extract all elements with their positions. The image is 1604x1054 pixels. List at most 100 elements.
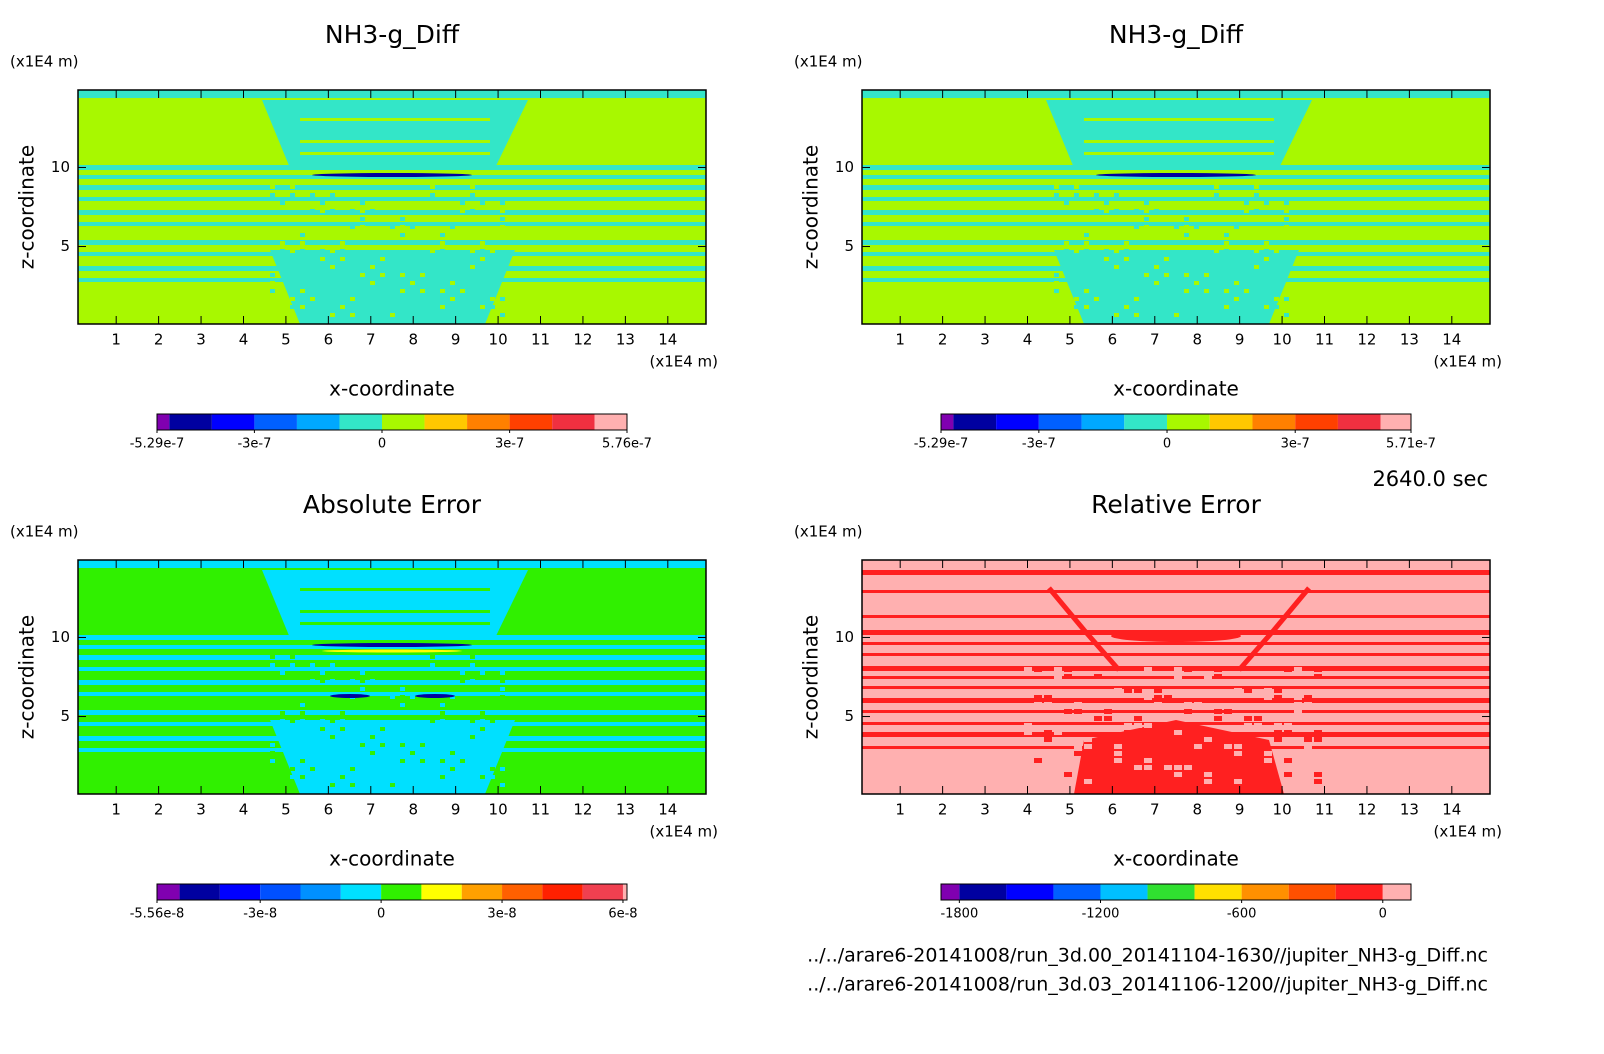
field-cell xyxy=(280,719,285,723)
field-cell xyxy=(400,273,405,277)
plot-frame xyxy=(861,559,1491,795)
field-band xyxy=(1084,152,1274,155)
field-cell xyxy=(1244,723,1252,728)
colorbar-segment xyxy=(941,414,954,430)
field-cell xyxy=(490,297,495,301)
field-cell xyxy=(430,703,435,707)
field-cell xyxy=(330,663,335,667)
field-cell xyxy=(1294,695,1302,700)
field-cell xyxy=(1114,265,1119,269)
colorbar-segment xyxy=(296,414,340,430)
field-cell xyxy=(1134,730,1142,735)
field-cell xyxy=(330,257,335,261)
x-axis-label: x-coordinate xyxy=(1113,847,1239,871)
field-cell xyxy=(1294,765,1302,770)
field-cell xyxy=(1174,313,1179,317)
field-cell xyxy=(290,297,295,301)
x-tick-label: 5 xyxy=(281,331,291,349)
field-cell xyxy=(1274,723,1282,728)
field-cell xyxy=(1244,201,1249,205)
field-cell xyxy=(1164,765,1172,770)
field-cell xyxy=(460,209,465,213)
field-cell xyxy=(450,297,455,301)
field-cell xyxy=(480,783,485,787)
field-cell xyxy=(1284,660,1292,665)
field-cell xyxy=(430,241,435,245)
field-band xyxy=(862,686,1490,689)
field-cell xyxy=(1154,257,1159,261)
field-cell xyxy=(1244,716,1252,721)
x-axis-label: x-coordinate xyxy=(1113,377,1239,401)
field-cell xyxy=(1054,674,1062,679)
field-cell xyxy=(1244,281,1249,285)
field-cell xyxy=(1214,667,1222,672)
field-cell xyxy=(1294,758,1302,763)
field-cell xyxy=(360,225,365,229)
field-cell xyxy=(1064,674,1072,679)
field-cell xyxy=(1284,765,1292,770)
field-cell xyxy=(420,655,425,659)
field xyxy=(862,560,1490,794)
field-cell xyxy=(1204,674,1212,679)
field-cell xyxy=(430,193,435,197)
x-tick-label: 14 xyxy=(658,331,677,349)
field-cell xyxy=(1044,695,1052,700)
field-cell xyxy=(1144,723,1152,728)
field-cell xyxy=(280,241,285,245)
field-cell xyxy=(1094,681,1102,686)
field-cell xyxy=(1144,225,1149,229)
field-cell xyxy=(1114,209,1119,213)
chart-title: Absolute Error xyxy=(303,490,482,519)
field-cell xyxy=(1214,241,1219,245)
field-cell xyxy=(1254,716,1262,721)
y-unit: (x1E4 m) xyxy=(794,53,863,71)
field-cell xyxy=(300,249,305,253)
field-cell xyxy=(1204,273,1209,277)
x-tick-label: 4 xyxy=(1023,801,1033,819)
x-tick-label: 9 xyxy=(1235,331,1245,349)
x-tick-label: 12 xyxy=(573,801,592,819)
field-cell xyxy=(450,751,455,755)
field-cell xyxy=(1144,209,1149,213)
field-cell xyxy=(1084,305,1089,309)
field-band xyxy=(300,588,490,591)
field-extreme xyxy=(312,643,472,647)
x-tick-label: 2 xyxy=(938,801,948,819)
panel: NH3-g_Diff(x1E4 m)1 2 3 4 5 6 7 8 9 10 11 12 13 14510… xyxy=(10,20,718,452)
field-cell xyxy=(410,225,415,229)
field-cell xyxy=(1204,289,1209,293)
field-cell xyxy=(1304,744,1312,749)
field-cell xyxy=(390,225,395,229)
colorbar-segment xyxy=(340,884,382,900)
field-cell xyxy=(470,249,475,253)
x-tick-label: 13 xyxy=(616,331,635,349)
field-cell xyxy=(1234,305,1239,309)
field-cell xyxy=(480,201,485,205)
field-cell xyxy=(370,687,375,691)
field xyxy=(78,560,706,794)
field-cell xyxy=(380,313,385,317)
colorbar-label: 3e-7 xyxy=(495,437,524,452)
field-cell xyxy=(1304,695,1312,700)
field-cell xyxy=(380,257,385,261)
field-cell xyxy=(370,735,375,739)
colorbar-segment xyxy=(1252,414,1296,430)
field-cell xyxy=(1234,751,1242,756)
field-cell xyxy=(480,193,485,197)
field-cell xyxy=(1094,201,1099,205)
field-cell xyxy=(1094,674,1102,679)
colorbar-frame xyxy=(156,413,628,431)
field-cell xyxy=(320,193,325,197)
field-cell xyxy=(300,297,305,301)
file-path: ../../arare6-20141008/run_3d.00_20141104… xyxy=(807,945,1488,967)
field-cell xyxy=(420,759,425,763)
field-cell xyxy=(360,265,365,269)
field-cell xyxy=(1314,667,1322,672)
field-cell xyxy=(360,751,365,755)
field-cell xyxy=(1154,695,1162,700)
colorbar-label: 0 xyxy=(1163,437,1171,452)
field-cell xyxy=(270,671,275,675)
field-cell xyxy=(1134,716,1142,721)
field-cell xyxy=(1224,249,1229,253)
field-cell xyxy=(1154,730,1162,735)
